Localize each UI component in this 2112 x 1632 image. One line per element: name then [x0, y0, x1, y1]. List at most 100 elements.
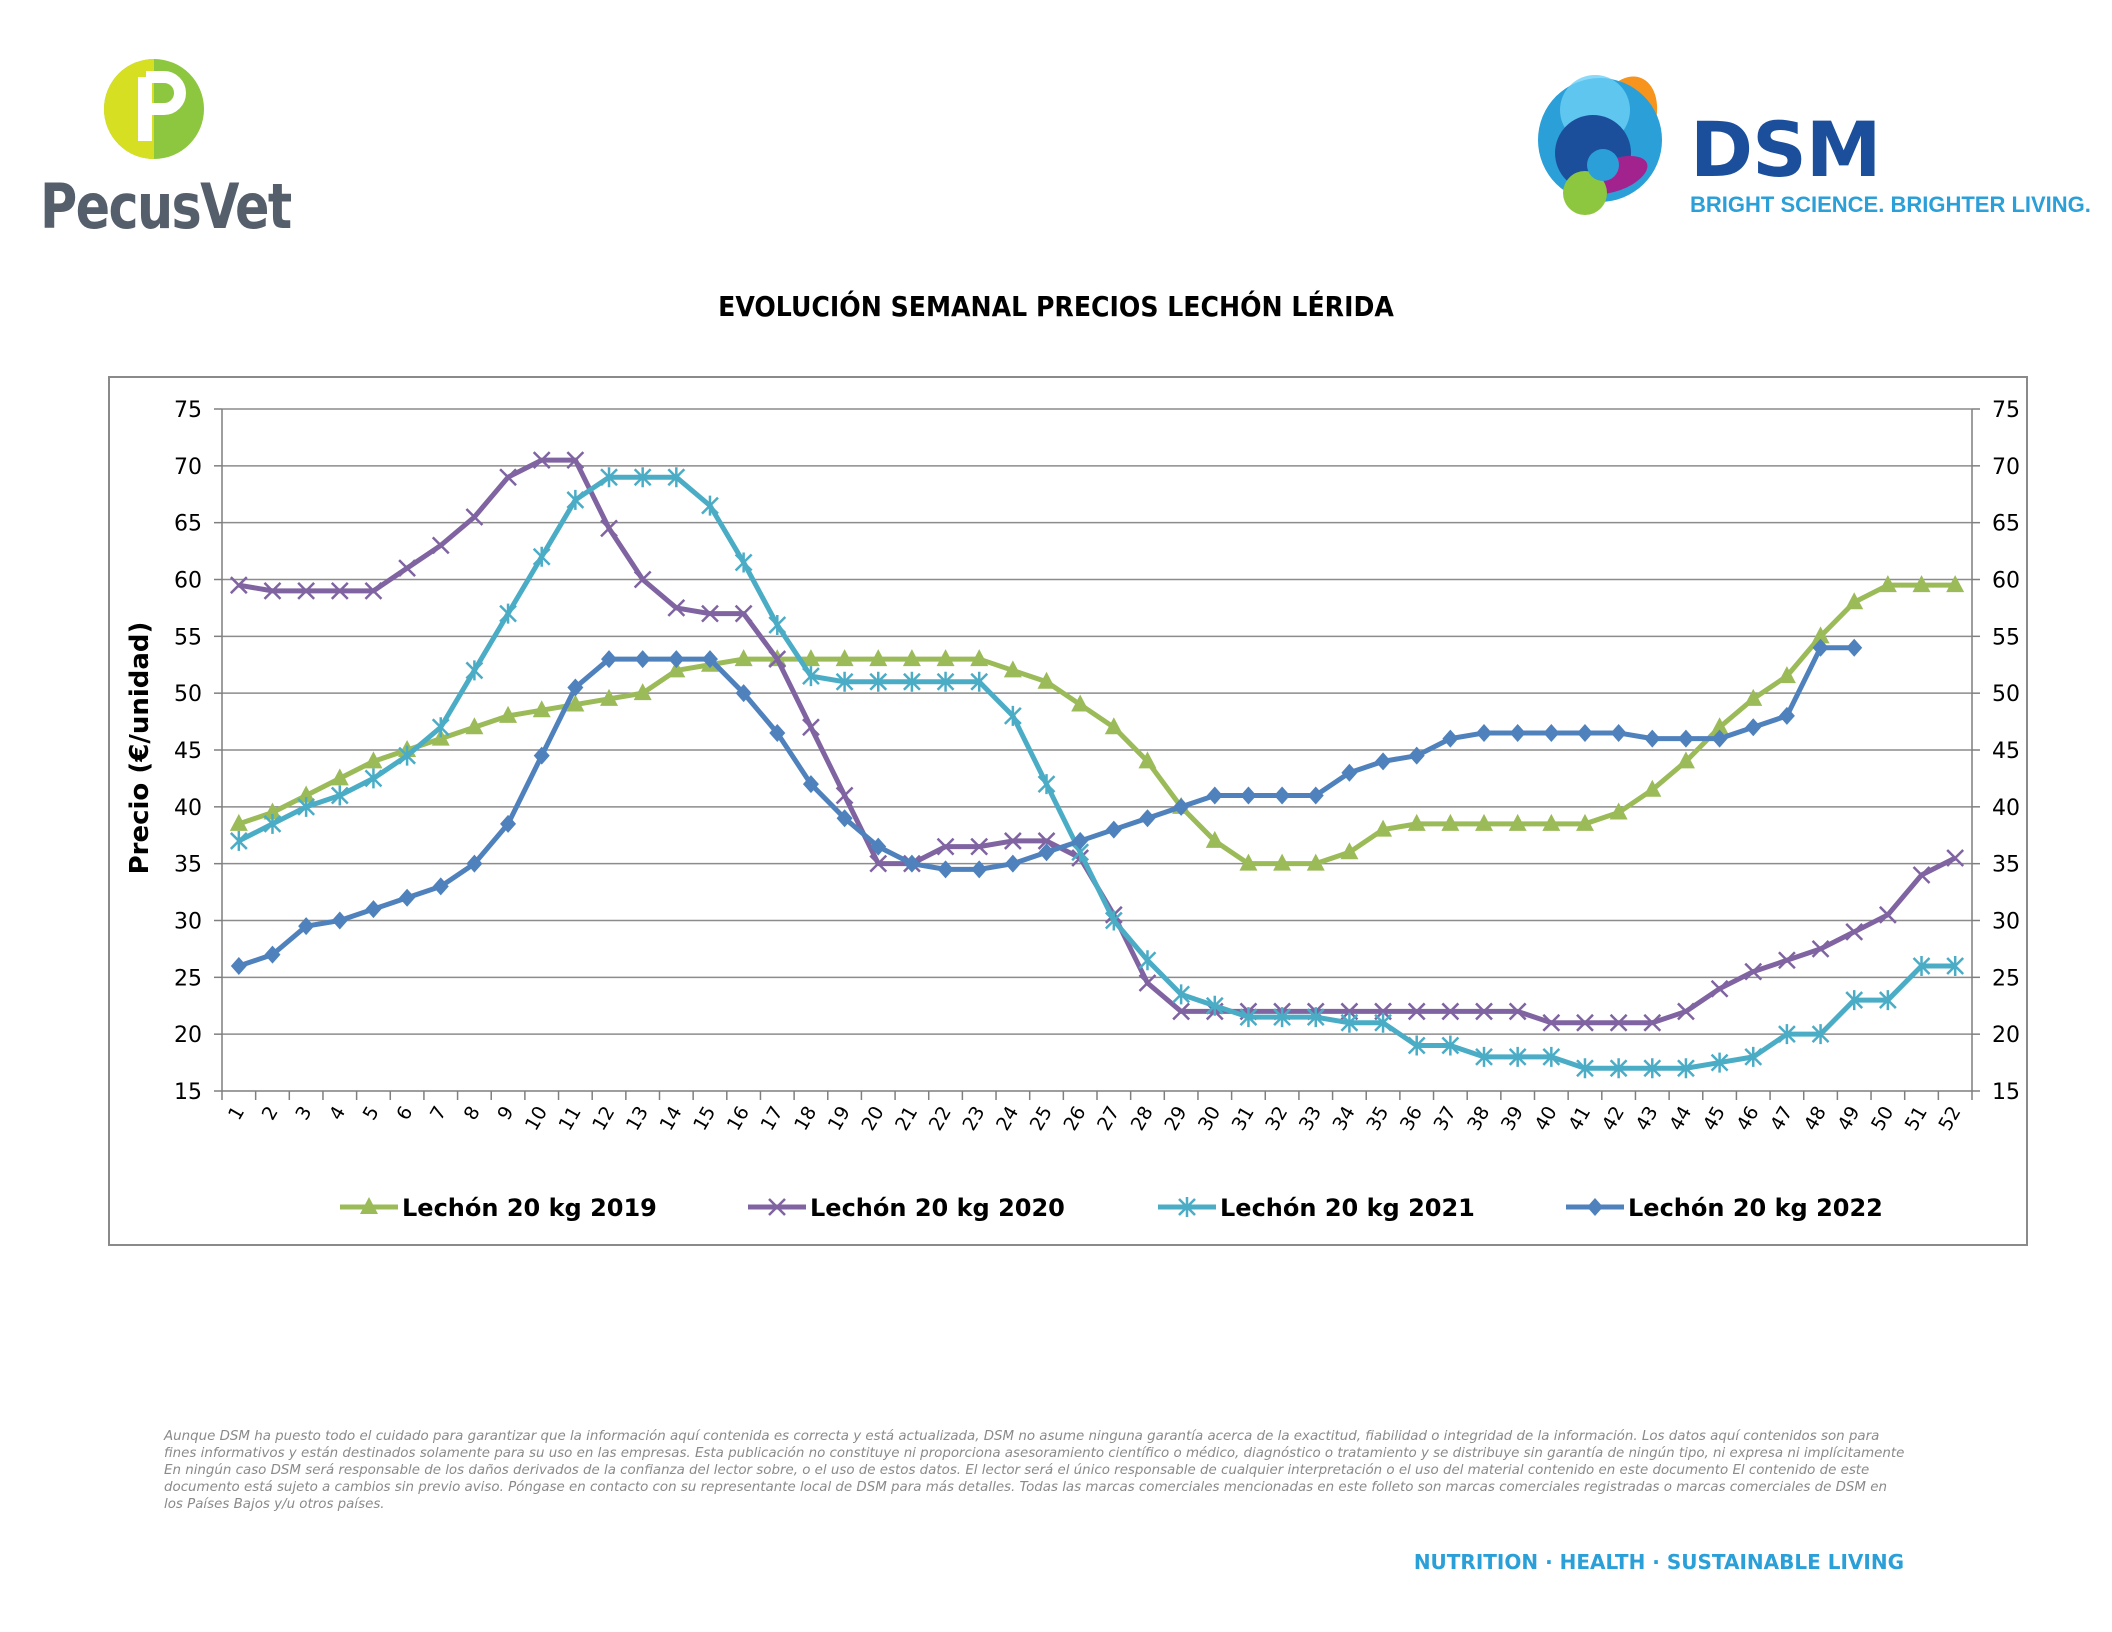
- data-point: [297, 796, 316, 817]
- data-point: [533, 746, 550, 765]
- data-point: [364, 581, 383, 600]
- data-point: [1038, 843, 1055, 862]
- data-point: [465, 717, 484, 735]
- data-point: [936, 649, 955, 667]
- data-point: [1676, 751, 1695, 769]
- y-tick-label: 25: [174, 966, 202, 991]
- data-point: [1946, 955, 1965, 976]
- data-point: [1374, 1012, 1392, 1033]
- data-point: [1576, 1013, 1594, 1032]
- data-point: [835, 649, 854, 667]
- legend-item: Lechón 20 kg 2020: [748, 1194, 1065, 1222]
- y-tick-label: 70: [1992, 455, 2020, 480]
- data-point: [836, 809, 853, 828]
- data-point: [970, 671, 989, 692]
- data-point: [1306, 1007, 1325, 1028]
- chart-title: EVOLUCIÓN SEMANAL PRECIOS LECHÓN LÉRIDA: [718, 290, 1394, 323]
- data-point: [1104, 910, 1123, 931]
- data-point: [1609, 1013, 1628, 1032]
- data-point: [1575, 813, 1594, 831]
- data-point: [1239, 1007, 1258, 1028]
- data-point: [668, 650, 685, 669]
- data-point: [1711, 729, 1728, 748]
- data-point: [936, 837, 955, 856]
- data-point: [330, 581, 349, 600]
- data-point: [364, 768, 383, 789]
- data-point: [1542, 1013, 1561, 1032]
- data-point: [398, 745, 416, 766]
- y-axis-left: 15 20 25 30 35 40 45 50 55 60 65 70 75: [174, 398, 222, 1105]
- y-tick-label: 30: [1992, 910, 2020, 935]
- data-point: [297, 581, 316, 600]
- legend-label: Lechón 20 kg 2020: [810, 1194, 1065, 1222]
- pecusvet-wordmark: PecusVet: [40, 170, 292, 243]
- data-point: [802, 718, 820, 737]
- data-point: [1003, 660, 1022, 678]
- data-point: [1240, 786, 1257, 805]
- data-point: [360, 1197, 378, 1214]
- data-point: [1542, 1046, 1561, 1067]
- data-point: [667, 660, 686, 678]
- data-point: [1677, 1002, 1695, 1021]
- data-point: [735, 684, 752, 703]
- y-tick-label: 45: [1992, 739, 2020, 764]
- dsm-wordmark: DSM: [1690, 105, 1881, 194]
- legend-label: Lechón 20 kg 2021: [1220, 1194, 1475, 1222]
- y-tick-label: 50: [174, 682, 202, 707]
- y-tick-label: 55: [1992, 625, 2020, 650]
- data-point: [1677, 1058, 1695, 1079]
- data-point: [971, 860, 988, 879]
- legend-item: Lechón 20 kg 2021: [1158, 1194, 1475, 1222]
- data-point: [1878, 905, 1897, 924]
- data-point: [600, 519, 618, 538]
- data-point: [1643, 779, 1662, 797]
- data-point: [1003, 832, 1022, 850]
- y-tick-label: 50: [1992, 682, 2020, 707]
- data-point: [1643, 1058, 1662, 1079]
- data-point: [1374, 819, 1393, 837]
- data-point: [701, 604, 719, 623]
- y-tick-label: 15: [174, 1080, 202, 1105]
- y-tick-label: 35: [1992, 853, 2020, 878]
- y-tick-label: 45: [174, 739, 202, 764]
- data-point: [870, 837, 887, 856]
- data-point: [1138, 974, 1157, 992]
- data-point: [1273, 853, 1292, 871]
- data-point: [1508, 1046, 1527, 1067]
- data-point: [263, 581, 282, 600]
- dsm-logo: [1538, 75, 1662, 215]
- data-point: [869, 671, 888, 692]
- data-point: [399, 888, 416, 907]
- data-point: [633, 570, 652, 589]
- data-point: [1677, 729, 1694, 748]
- data-point: [1375, 752, 1392, 771]
- data-point: [532, 700, 551, 718]
- y-tick-label: 75: [174, 398, 202, 423]
- data-point: [330, 785, 349, 806]
- data-point: [970, 649, 989, 667]
- data-point: [1643, 1013, 1662, 1032]
- data-point: [431, 717, 450, 738]
- legend: Lechón 20 kg 2019 Lechón 20 kg 2020 Lechón…: [340, 1194, 1883, 1222]
- data-point: [566, 694, 585, 712]
- data-point: [1846, 638, 1863, 657]
- data-point: [1475, 813, 1494, 831]
- data-point: [365, 900, 382, 919]
- data-point: [499, 705, 518, 723]
- data-point: [633, 467, 652, 488]
- data-point: [1071, 694, 1090, 712]
- data-point: [1710, 979, 1729, 998]
- data-point: [1811, 626, 1830, 644]
- data-point: [1037, 671, 1056, 689]
- data-point: [1609, 1058, 1628, 1079]
- data-point: [1811, 940, 1830, 958]
- data-point: [566, 451, 585, 470]
- data-point: [1845, 990, 1864, 1011]
- data-point: [1744, 962, 1763, 981]
- data-point: [1845, 592, 1864, 610]
- data-point: [229, 813, 248, 831]
- data-point: [1139, 809, 1156, 828]
- data-point: [567, 678, 584, 697]
- data-point: [499, 603, 517, 624]
- chart-frame: [108, 376, 2028, 1246]
